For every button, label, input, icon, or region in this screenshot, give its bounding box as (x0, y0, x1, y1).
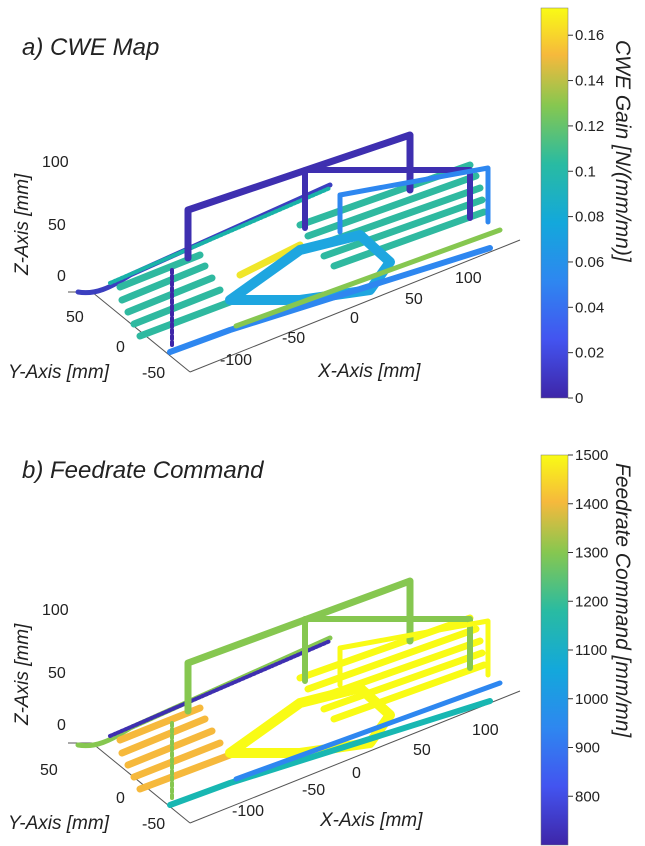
toolpath-segment (302, 167, 473, 231)
colorbar-tick-label: 0.12 (575, 118, 604, 135)
x-tick-label: 50 (405, 291, 423, 308)
colorbar-tick-label: 0.1 (575, 163, 596, 180)
toolpath-segment (225, 683, 395, 758)
colorbar: 1500 1400 1300 1200 1100 1000 900 800 Feedrate … (540, 447, 634, 846)
toolpath-segment (233, 227, 503, 329)
y-tick-label: 0 (116, 790, 125, 807)
toolpath-segment (108, 639, 332, 738)
toolpath-segment (302, 616, 473, 684)
colorbar-tick-label: 0.14 (575, 73, 604, 90)
z-tick-label: 50 (48, 665, 66, 682)
toolpath-segment (184, 131, 414, 262)
x-tick-label: 0 (352, 765, 361, 782)
x-tick-label: -50 (302, 782, 325, 799)
x-axis-label: X-Axis [mm] (319, 810, 423, 831)
colorbar-tick-label: 0.06 (575, 254, 604, 271)
toolpath-segment (337, 618, 491, 688)
y-axis-label: Y-Axis [mm] (8, 362, 110, 383)
toolpath-segment (184, 577, 414, 715)
colorbar-tick-label: 1400 (575, 496, 608, 513)
x-tick-label: 100 (455, 270, 482, 287)
colorbar-ticks: 0.16 0.14 0.12 0.1 0.08 0.06 0.04 0.02 0 (568, 27, 604, 407)
toolpath-segment (167, 245, 493, 355)
x-tick-label: 50 (413, 742, 431, 759)
colorbar-gradient (540, 454, 569, 846)
toolpath-scatter (75, 131, 503, 355)
x-tick-label: -50 (282, 330, 305, 347)
toolpath-segment (233, 680, 503, 782)
toolpath-segment (116, 704, 234, 793)
colorbar-tick-label: 1100 (575, 642, 607, 659)
colorbar-gradient (540, 7, 569, 399)
plot-area: 100 50 0 Z-Axis [mm] 50 0 -50 Y-Axis [mm… (8, 131, 521, 383)
plot-area: 100 50 0 Z-Axis [mm] 50 0 -50 Y-Axis [mm… (8, 577, 521, 834)
y-tick-label: -50 (142, 816, 165, 833)
colorbar-tick-label: 1200 (575, 593, 608, 610)
colorbar-ticks: 1500 1400 1300 1200 1100 1000 900 800 (568, 447, 608, 805)
x-tick-label: 100 (472, 722, 499, 739)
colorbar-tick-label: 800 (575, 788, 600, 805)
y-tick-label: 50 (66, 309, 84, 326)
y-axis-label: Y-Axis [mm] (8, 813, 110, 834)
colorbar-tick-label: 900 (575, 740, 600, 757)
panel-feedrate-command: b) Feedrate Command 100 50 0 Z-Axis [mm]… (0, 423, 645, 846)
toolpath-scatter (75, 577, 503, 808)
y-tick-label: -50 (142, 365, 165, 382)
colorbar: 0.16 0.14 0.12 0.1 0.08 0.06 0.04 0.02 0 CWE Gai… (540, 7, 634, 407)
colorbar-label: CWE Gain [N/(mm/mn)] (611, 40, 634, 263)
x-axis-line (189, 690, 521, 824)
colorbar-tick-label: 1500 (575, 447, 608, 464)
colorbar-tick-label: 1300 (575, 545, 608, 562)
z-tick-label: 100 (42, 602, 69, 619)
toolpath-segment (108, 186, 332, 285)
x-axis-line (189, 239, 521, 373)
chart-title: a) CWE Map (22, 34, 159, 61)
y-tick-label: 0 (116, 339, 125, 356)
z-tick-label: 100 (42, 154, 69, 171)
toolpath-segment (225, 230, 395, 305)
z-tick-label: 0 (57, 717, 66, 734)
toolpath-segment (296, 614, 488, 723)
colorbar-label: Feedrate Command [mm/mn] (611, 463, 634, 738)
colorbar-tick-label: 0 (575, 390, 583, 407)
colorbar-tick-label: 0.16 (575, 27, 604, 44)
chart-title: b) Feedrate Command (22, 457, 264, 484)
x-tick-label: -100 (220, 352, 252, 369)
z-tick-label: 50 (48, 217, 66, 234)
toolpath-segment (337, 165, 491, 235)
colorbar-tick-label: 1000 (575, 691, 608, 708)
y-axis-line (91, 742, 191, 824)
toolpath-segment (167, 698, 493, 808)
toolpath-segment (296, 161, 488, 270)
x-tick-label: -100 (232, 803, 264, 820)
z-axis-label: Z-Axis [mm] (12, 623, 33, 726)
x-tick-label: 0 (350, 310, 359, 327)
x-axis-label: X-Axis [mm] (317, 361, 421, 382)
y-tick-label: 50 (40, 762, 58, 779)
z-tick-label: 0 (57, 268, 66, 285)
toolpath-segment (236, 241, 304, 279)
z-axis-label: Z-Axis [mm] (12, 173, 33, 276)
colorbar-tick-label: 0.04 (575, 299, 604, 316)
colorbar-tick-label: 0.08 (575, 209, 604, 226)
panel-cwe-map: a) CWE Map 100 50 0 Z-Axis [mm] 50 0 -50… (8, 7, 634, 407)
toolpath-segment (116, 251, 234, 340)
colorbar-tick-label: 0.02 (575, 345, 604, 362)
